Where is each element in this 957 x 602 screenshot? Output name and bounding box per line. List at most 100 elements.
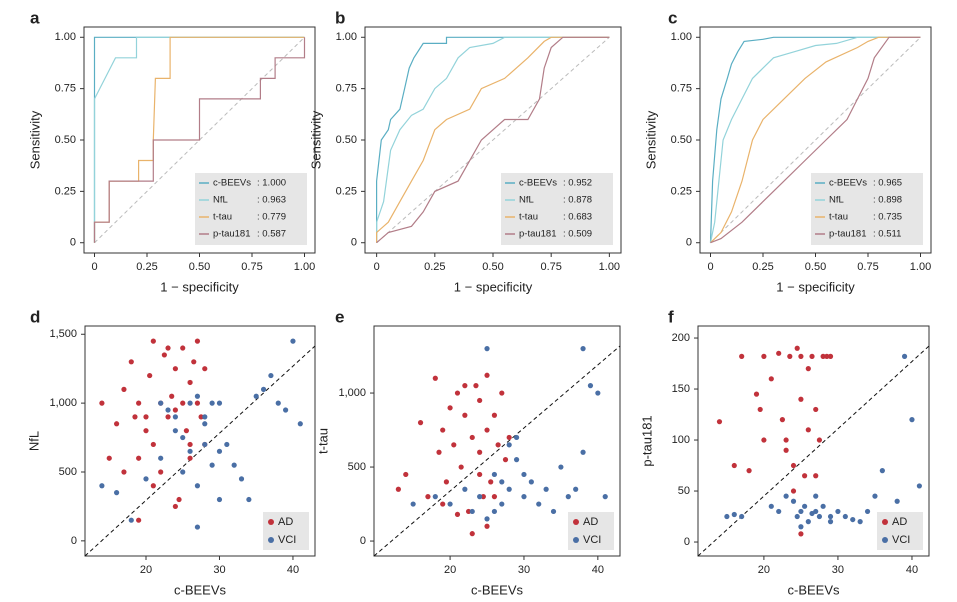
- x-tick-label: 0.50: [482, 261, 503, 273]
- reference-line: [376, 36, 610, 244]
- data-point: [813, 493, 819, 499]
- x-tick-label: 0.50: [805, 261, 826, 273]
- legend-label: VCI: [892, 534, 910, 546]
- data-point: [827, 519, 834, 525]
- x-tick-label: 0: [707, 261, 713, 273]
- legend-auc: : 0.509: [563, 229, 592, 240]
- legend-swatch: [268, 519, 274, 525]
- x-tick-label: 30: [518, 564, 530, 576]
- data-point: [432, 494, 438, 500]
- data-point: [488, 479, 494, 485]
- legend-auc: : 0.587: [257, 229, 286, 240]
- data-point: [172, 407, 178, 413]
- data-point: [521, 494, 527, 500]
- data-point: [802, 503, 808, 509]
- data-point: [128, 517, 134, 523]
- x-tick-label: 0.50: [189, 261, 210, 273]
- y-tick-label: 150: [672, 383, 690, 395]
- data-point: [790, 488, 797, 494]
- data-point: [106, 455, 112, 461]
- x-tick-label: 0: [374, 261, 380, 273]
- data-point: [528, 479, 534, 485]
- y-tick-label: 1.00: [336, 31, 357, 43]
- data-point: [454, 511, 461, 518]
- data-point: [746, 468, 752, 474]
- legend-label: c-BEEVs: [829, 178, 867, 189]
- y-tick-label: 0.50: [55, 134, 76, 146]
- x-tick-label: 1.00: [294, 261, 315, 273]
- data-point: [783, 437, 789, 443]
- data-point: [757, 406, 763, 413]
- roc-curve: [710, 36, 921, 244]
- legend-label: t-tau: [829, 212, 848, 223]
- data-point: [783, 493, 789, 499]
- data-point: [136, 400, 142, 406]
- legend-auc: : 0.952: [563, 178, 592, 189]
- data-point: [731, 511, 737, 518]
- legend-box: [877, 512, 923, 550]
- data-point: [158, 469, 164, 475]
- x-tick-label: 20: [140, 564, 152, 576]
- data-point: [499, 479, 505, 485]
- data-point: [794, 513, 800, 520]
- y-tick-label: 50: [678, 485, 690, 497]
- legend-box: [263, 512, 309, 550]
- x-tick-label: 1.00: [910, 261, 931, 273]
- data-point: [805, 519, 811, 525]
- data-point: [739, 513, 745, 520]
- legend-auc: : 1.000: [257, 178, 286, 189]
- legend-auc: : 0.965: [873, 178, 902, 189]
- data-point: [820, 353, 826, 359]
- data-point: [484, 523, 490, 529]
- data-point: [275, 400, 281, 406]
- data-point: [813, 508, 819, 515]
- y-tick-label: 500: [348, 461, 366, 473]
- data-point: [477, 397, 483, 404]
- data-point: [150, 441, 156, 448]
- data-point: [150, 338, 156, 344]
- roc-curve: [376, 36, 610, 243]
- x-axis-title: 1 − specificity: [160, 279, 239, 294]
- legend-auc: : 0.963: [257, 195, 286, 206]
- panel-letter: d: [30, 307, 40, 326]
- data-point: [805, 366, 811, 372]
- data-point: [172, 428, 178, 434]
- data-point: [132, 414, 138, 420]
- data-point: [499, 501, 505, 507]
- x-tick-label: 20: [758, 564, 770, 576]
- data-point: [436, 449, 442, 455]
- data-point: [901, 353, 908, 359]
- data-point: [761, 353, 767, 359]
- panel-letter: a: [30, 8, 40, 27]
- panel-letter: c: [668, 8, 677, 27]
- data-point: [573, 486, 579, 492]
- data-point: [451, 442, 457, 448]
- data-point: [857, 519, 863, 525]
- legend-swatch: [573, 537, 579, 543]
- data-point: [783, 447, 789, 453]
- data-point: [469, 531, 475, 537]
- x-tick-label: 0.25: [136, 261, 157, 273]
- data-point: [872, 493, 878, 499]
- data-point: [194, 393, 201, 399]
- data-point: [180, 400, 186, 406]
- y-axis-title: Sensitivity: [308, 110, 323, 169]
- legend-label: VCI: [583, 534, 601, 546]
- data-point: [506, 486, 512, 492]
- y-tick-label: 1,000: [49, 397, 77, 409]
- data-point: [602, 494, 608, 500]
- data-point: [909, 417, 915, 423]
- data-point: [731, 462, 737, 469]
- roc-curve: [376, 36, 610, 243]
- data-point: [172, 414, 178, 420]
- data-point: [158, 400, 164, 406]
- data-point: [440, 501, 446, 507]
- data-point: [136, 455, 142, 461]
- data-point: [268, 372, 274, 379]
- data-point: [113, 490, 120, 496]
- data-point: [491, 471, 498, 478]
- data-point: [768, 503, 774, 509]
- data-point: [283, 407, 289, 413]
